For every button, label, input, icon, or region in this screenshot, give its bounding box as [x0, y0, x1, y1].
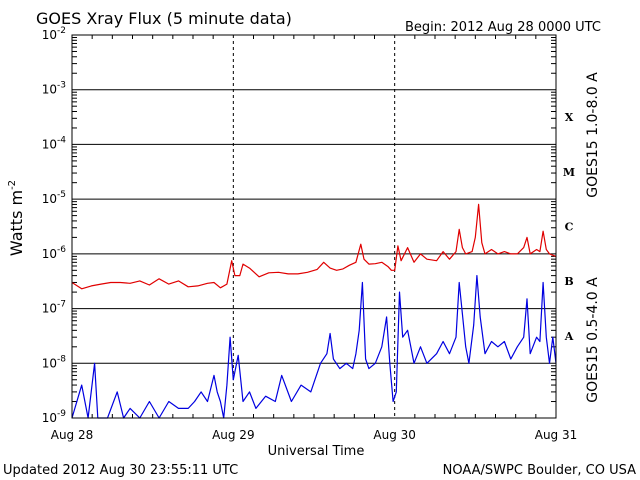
y-tick-base: 10: [42, 83, 57, 97]
legend-long-wavelength: GOES15 1.0-8.0 A: [585, 72, 601, 198]
chart-title: GOES Xray Flux (5 minute data): [36, 9, 292, 28]
flare-class-x: X: [565, 111, 574, 124]
y-tick-exponent: -4: [57, 135, 66, 145]
x-tick-label: Aug 29: [212, 428, 255, 442]
y-tick-exponent: -8: [57, 354, 66, 364]
x-axis-label: Universal Time: [268, 444, 365, 459]
y-tick-base: 10: [42, 28, 57, 42]
y-tick-base: 10: [42, 411, 57, 425]
y-tick-label: 10-2: [42, 26, 66, 42]
y-tick-exponent: -9: [57, 409, 66, 419]
flare-class-b: B: [564, 275, 573, 288]
x-tick-label: Aug 28: [51, 428, 94, 442]
y-tick-label: 10-9: [42, 409, 67, 425]
series-line-long-wavelength: [71, 203, 557, 290]
begin-label: Begin: 2012 Aug 28 0000 UTC: [405, 20, 601, 35]
y-axis-label-sup: -2: [7, 180, 18, 190]
flare-class-a: A: [564, 330, 574, 343]
x-tick-label: Aug 31: [535, 428, 578, 442]
y-tick-exponent: -6: [57, 245, 66, 255]
grid: [72, 35, 556, 418]
y-tick-label: 10-7: [42, 300, 66, 316]
flare-class-c: C: [565, 221, 574, 234]
y-tick-label: 10-8: [42, 354, 67, 370]
x-tick-label: Aug 30: [373, 428, 416, 442]
x-axis-tick-labels: Aug 28 Aug 29 Aug 30 Aug 31: [51, 428, 578, 442]
y-axis-tick-labels: 10-910-810-710-610-510-410-310-2: [42, 26, 67, 425]
y-tick-base: 10: [42, 137, 57, 151]
y-tick-label: 10-6: [42, 245, 67, 261]
y-tick-base: 10: [42, 192, 57, 206]
plot-frame: [71, 34, 557, 419]
credit-text: NOAA/SWPC Boulder, CO USA: [443, 463, 636, 478]
flare-class-labels: X M C B A: [563, 111, 575, 343]
updated-timestamp: Updated 2012 Aug 30 23:55:11 UTC: [3, 463, 238, 478]
series-line-short-wavelength: [71, 275, 557, 419]
y-tick-base: 10: [42, 356, 57, 370]
series-layer: [71, 203, 557, 419]
y-axis-label: Watts m-2: [7, 180, 26, 256]
y-tick-label: 10-3: [42, 81, 66, 97]
y-axis-label-text: Watts m: [7, 190, 26, 256]
minor-ticks: [72, 35, 556, 418]
y-tick-exponent: -3: [57, 81, 66, 91]
y-tick-label: 10-5: [42, 190, 66, 206]
y-tick-exponent: -5: [57, 190, 66, 200]
y-tick-exponent: -2: [57, 26, 66, 36]
y-tick-base: 10: [42, 302, 57, 316]
y-tick-base: 10: [42, 247, 57, 261]
legend-short-wavelength: GOES15 0.5-4.0 A: [585, 277, 601, 403]
y-tick-label: 10-4: [42, 135, 67, 151]
flare-class-m: M: [563, 166, 575, 179]
y-tick-exponent: -7: [57, 300, 66, 310]
